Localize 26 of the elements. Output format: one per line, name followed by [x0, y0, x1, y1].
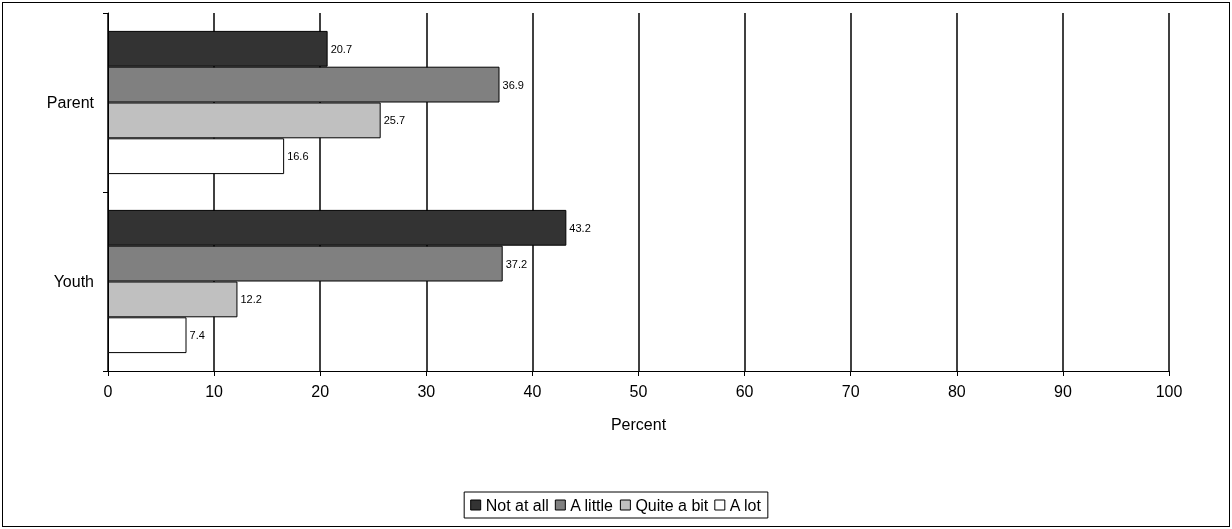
- data-label: 25.7: [383, 114, 406, 127]
- x-tick-label: 70: [841, 382, 860, 400]
- data-label: 20.7: [330, 42, 353, 55]
- data-label: 43.2: [569, 221, 591, 234]
- x-tick-label: 90: [1054, 382, 1072, 400]
- x-tick-label: 20: [311, 382, 330, 400]
- data-label: 36.9: [502, 78, 524, 91]
- x-tick-label: 40: [523, 382, 542, 400]
- x-tick-label: 50: [629, 382, 648, 400]
- data-label: 12.2: [240, 293, 262, 306]
- data-label: 37.2: [505, 257, 528, 270]
- y-tick-label: Youth: [53, 273, 94, 290]
- x-tick-label: 0: [103, 382, 113, 400]
- data-label: 16.6: [287, 150, 309, 163]
- legend-label: A lot: [729, 496, 762, 514]
- legend-label: Not at all: [485, 496, 549, 514]
- x-tick-label: 100: [1155, 382, 1183, 400]
- x-tick-label: 30: [417, 382, 436, 400]
- x-tick-label: 10: [205, 382, 224, 400]
- legend-label: A little: [570, 496, 614, 514]
- x-tick-label: 80: [947, 382, 966, 400]
- legend-label: Quite a bit: [635, 496, 709, 514]
- x-axis-title: Percent: [610, 415, 667, 433]
- data-label: 7.4: [189, 329, 205, 342]
- y-tick-label: Parent: [46, 94, 95, 111]
- x-tick-label: 60: [735, 382, 754, 400]
